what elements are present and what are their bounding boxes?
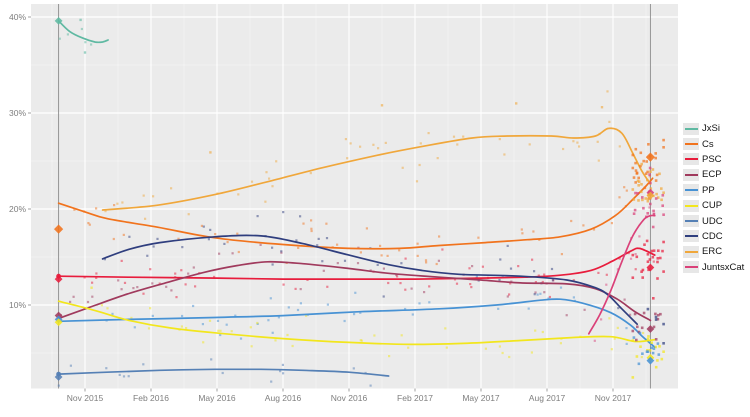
legend-key-ecp: [683, 168, 699, 181]
legend-label: PP: [702, 184, 715, 196]
trend-line-psc: [57, 247, 656, 280]
trend-line-cs: [57, 177, 654, 250]
trend-line-pp: [57, 298, 656, 349]
chart-legend: JxSi Cs PSC ECP PP CUP UDC CDC ERC JuntsxCat: [683, 121, 744, 275]
x-axis-label: May 2017: [462, 393, 500, 403]
x-axis-label: Nov 2015: [67, 393, 104, 403]
legend-label: PSC: [702, 153, 722, 165]
plot-panel: [31, 4, 678, 389]
legend-item-cs: Cs: [683, 136, 744, 151]
legend-item-ecp: ECP: [683, 167, 744, 182]
legend-label: Cs: [702, 138, 714, 150]
legend-item-juntsxcat: JuntsxCat: [683, 260, 744, 275]
trend-line-erc: [101, 127, 652, 211]
legend-label: UDC: [702, 215, 723, 227]
final-polls-cluster: [631, 138, 665, 379]
x-axis-label: Feb 2017: [397, 393, 433, 403]
legend-key-cs: [683, 138, 699, 151]
legend-item-psc: PSC: [683, 152, 744, 167]
x-axis-label: Nov 2017: [595, 393, 632, 403]
x-axis-label: Nov 2016: [331, 393, 368, 403]
legend-item-cup: CUP: [683, 198, 744, 213]
election-result-diamonds: [54, 16, 655, 381]
legend-label: ECP: [702, 169, 722, 181]
axes: Nov 2015 Feb 2016 May 2016 Aug 2016 Nov 2016…: [9, 12, 631, 403]
trend-line-udc: [57, 368, 390, 377]
legend-key-pp: [683, 184, 699, 197]
legend-key-psc: [683, 153, 699, 166]
y-axis-label: 30%: [9, 108, 26, 118]
legend-item-jxsi: JxSi: [683, 121, 744, 136]
y-axis-label: 40%: [9, 12, 26, 22]
trend-line-juntsxcat: [587, 214, 656, 335]
trend-line-jxsi: [57, 19, 109, 44]
x-axis-label: Aug 2016: [265, 393, 302, 403]
x-axis-label: Aug 2017: [529, 393, 566, 403]
legend-label: CUP: [702, 200, 723, 212]
legend-item-pp: PP: [683, 183, 744, 198]
legend-label: JuntsxCat: [702, 261, 745, 273]
y-axis-label: 20%: [9, 204, 26, 214]
legend-key-erc: [683, 245, 699, 258]
x-axis-label: May 2016: [198, 393, 236, 403]
trend-line-cdc: [101, 234, 639, 326]
legend-item-udc: UDC: [683, 213, 744, 228]
trend-lines: [56, 19, 656, 377]
legend-key-cdc: [683, 230, 699, 243]
legend-label: JxSi: [702, 123, 720, 135]
legend-item-cdc: CDC: [683, 229, 744, 244]
legend-item-erc: ERC: [683, 244, 744, 259]
legend-label: ERC: [702, 246, 723, 258]
x-axis-label: Feb 2016: [133, 393, 169, 403]
legend-key-juntsxcat: [683, 261, 699, 274]
legend-key-udc: [683, 215, 699, 228]
legend-label: CDC: [702, 230, 723, 242]
legend-key-jxsi: [683, 122, 699, 135]
trend-line-cup: [57, 300, 656, 346]
legend-key-cup: [683, 199, 699, 212]
y-axis-label: 10%: [9, 300, 26, 310]
